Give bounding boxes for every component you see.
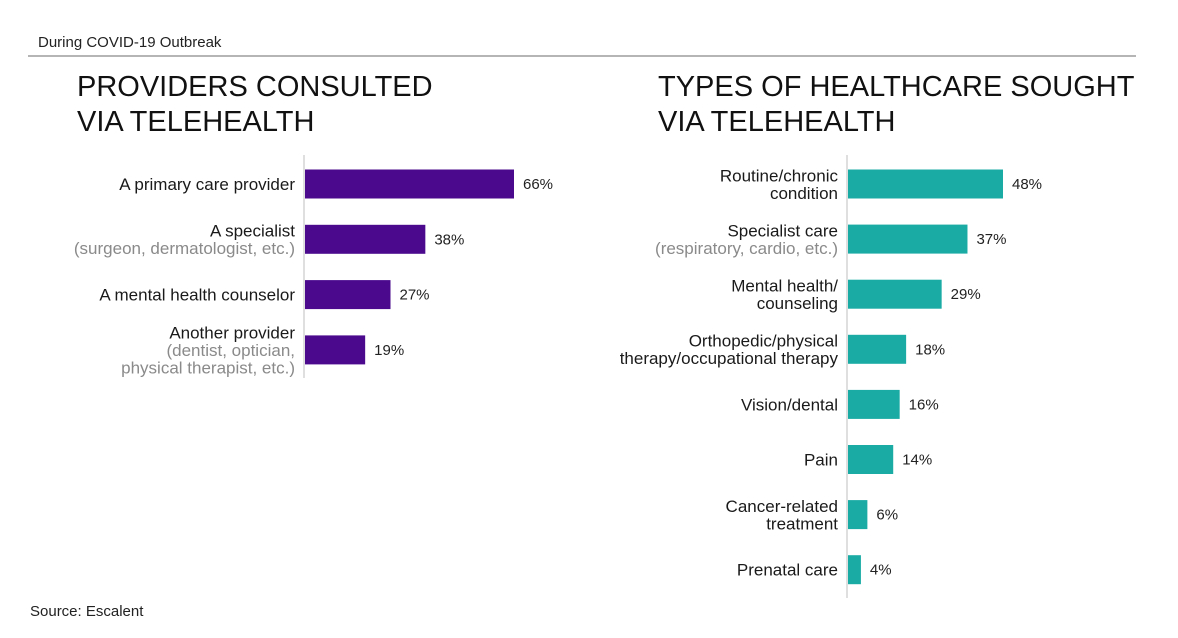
source-label: Source: Escalent: [30, 603, 144, 620]
left-bar: [305, 335, 366, 365]
header-divider: [28, 55, 1136, 57]
left-category-label: A primary care provider: [119, 175, 295, 194]
right-data-label: 37%: [976, 231, 1006, 248]
header-label: During COVID-19 Outbreak: [38, 34, 222, 51]
right-category-label: Mental health/: [731, 276, 838, 295]
left-category-sublabel: (dentist, optician,: [166, 341, 295, 360]
left-data-label: 66%: [523, 176, 553, 193]
right-category-label: treatment: [766, 514, 838, 533]
left-category-sublabel: physical therapist, etc.): [121, 358, 295, 377]
left-chart-title-line: VIA TELEHEALTH: [77, 106, 315, 138]
right-chart-title-line: TYPES OF HEALTHCARE SOUGHT: [658, 71, 1135, 103]
right-category-label: condition: [770, 184, 838, 203]
right-category-label: Cancer-related: [726, 497, 838, 516]
right-bar: [848, 279, 942, 309]
left-bar: [305, 169, 514, 199]
right-category-sublabel: (respiratory, cardio, etc.): [655, 239, 838, 258]
right-chart-title: TYPES OF HEALTHCARE SOUGHT VIA TELEHEALT…: [658, 70, 1134, 140]
right-category-label: Prenatal care: [737, 561, 838, 580]
right-bar: [848, 555, 861, 585]
right-data-label: 16%: [909, 396, 939, 413]
right-chart-title-line: VIA TELEHEALTH: [658, 106, 896, 138]
left-data-label: 38%: [434, 231, 464, 248]
left-category-label: A mental health counselor: [99, 286, 295, 305]
right-bar: [848, 334, 907, 364]
left-bar: [305, 224, 426, 254]
right-data-label: 6%: [876, 507, 898, 524]
right-category-label: Orthopedic/physical: [689, 332, 838, 351]
right-category-label: Pain: [804, 451, 838, 470]
right-data-label: 18%: [915, 341, 945, 358]
left-data-label: 19%: [374, 342, 404, 359]
left-chart-title-line: PROVIDERS CONSULTED: [77, 71, 433, 103]
left-category-sublabel: (surgeon, dermatologist, etc.): [74, 239, 295, 258]
right-category-label: counseling: [757, 294, 838, 313]
left-category-label: A specialist: [210, 222, 295, 241]
right-category-label: therapy/occupational therapy: [620, 349, 839, 368]
right-bar: [848, 169, 1003, 199]
right-bar: [848, 224, 968, 254]
right-bar: [848, 500, 868, 530]
left-bar: [305, 280, 391, 310]
left-category-label: Another provider: [169, 323, 295, 342]
right-data-label: 48%: [1012, 176, 1042, 193]
right-category-label: Specialist care: [727, 221, 838, 240]
right-bar: [848, 445, 894, 474]
right-category-label: Vision/dental: [741, 395, 838, 414]
left-chart-title: PROVIDERS CONSULTED VIA TELEHEALTH: [77, 70, 433, 140]
right-data-label: 14%: [902, 452, 932, 469]
right-category-label: Routine/chronic: [720, 166, 839, 185]
right-data-label: 29%: [951, 286, 981, 303]
left-data-label: 27%: [400, 287, 430, 304]
right-bar: [848, 389, 900, 419]
right-data-label: 4%: [870, 562, 892, 579]
